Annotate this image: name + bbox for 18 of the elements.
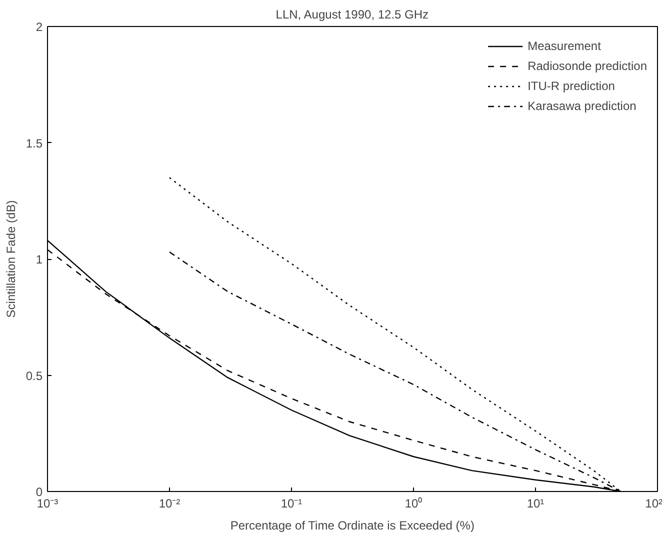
x-axis-title: Percentage of Time Ordinate is Exceeded (%)	[230, 518, 474, 532]
y-tick-label: 1.5	[26, 136, 43, 150]
chart-title: LLN, August 1990, 12.5 GHz	[276, 8, 429, 22]
x-tick-label: 10⁻³	[36, 496, 58, 510]
y-tick-label: 0	[36, 485, 43, 499]
x-tick-label: 10¹	[526, 496, 544, 510]
legend-label: ITU-R prediction	[528, 79, 615, 93]
y-tick-label: 0.5	[26, 368, 43, 383]
y-tick-label: 1	[36, 252, 43, 266]
y-axis-title: Scintillation Fade (dB)	[4, 200, 18, 318]
legend-label: Karasawa prediction	[528, 99, 636, 113]
legend-label: Radiosonde prediction	[528, 59, 647, 73]
x-tick-label: 10⁻²	[158, 496, 180, 510]
legend-label: Measurement	[528, 39, 601, 53]
x-tick-label: 10⁻¹	[280, 496, 302, 510]
x-tick-label: 10⁰	[404, 496, 422, 510]
x-tick-label: 10²	[645, 496, 663, 510]
y-tick-label: 2	[36, 20, 43, 34]
